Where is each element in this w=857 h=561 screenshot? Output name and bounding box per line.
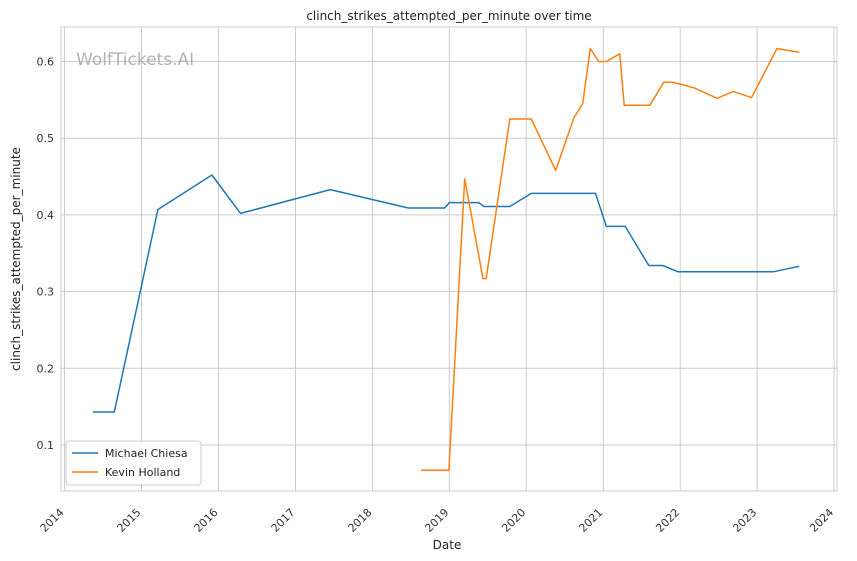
legend-label-kevin-holland: Kevin Holland bbox=[105, 466, 180, 479]
y-tick-label: 0.6 bbox=[37, 56, 55, 69]
series-line-kevin-holland bbox=[421, 47, 800, 472]
legend-box bbox=[65, 440, 202, 486]
y-tick-label: 0.3 bbox=[37, 286, 55, 299]
y-tick-label: 0.5 bbox=[37, 132, 55, 145]
x-axis-label: Date bbox=[433, 538, 462, 552]
chart-title: clinch_strikes_attempted_per_minute over… bbox=[306, 9, 591, 23]
plot-area-frame bbox=[60, 26, 838, 492]
series-layer bbox=[92, 47, 800, 472]
y-tick-label: 0.2 bbox=[37, 362, 55, 375]
y-axis-label: clinch_strikes_attempted_per_minute bbox=[9, 147, 23, 371]
y-tick-label: 0.4 bbox=[37, 209, 55, 222]
series-line-michael-chiesa bbox=[92, 174, 800, 413]
legend: Michael Chiesa Kevin Holland bbox=[65, 440, 202, 486]
legend-label-michael-chiesa: Michael Chiesa bbox=[105, 447, 188, 460]
watermark: WolfTickets.AI bbox=[76, 50, 194, 70]
y-tick-label: 0.1 bbox=[37, 439, 55, 452]
grid-lines bbox=[61, 27, 837, 491]
